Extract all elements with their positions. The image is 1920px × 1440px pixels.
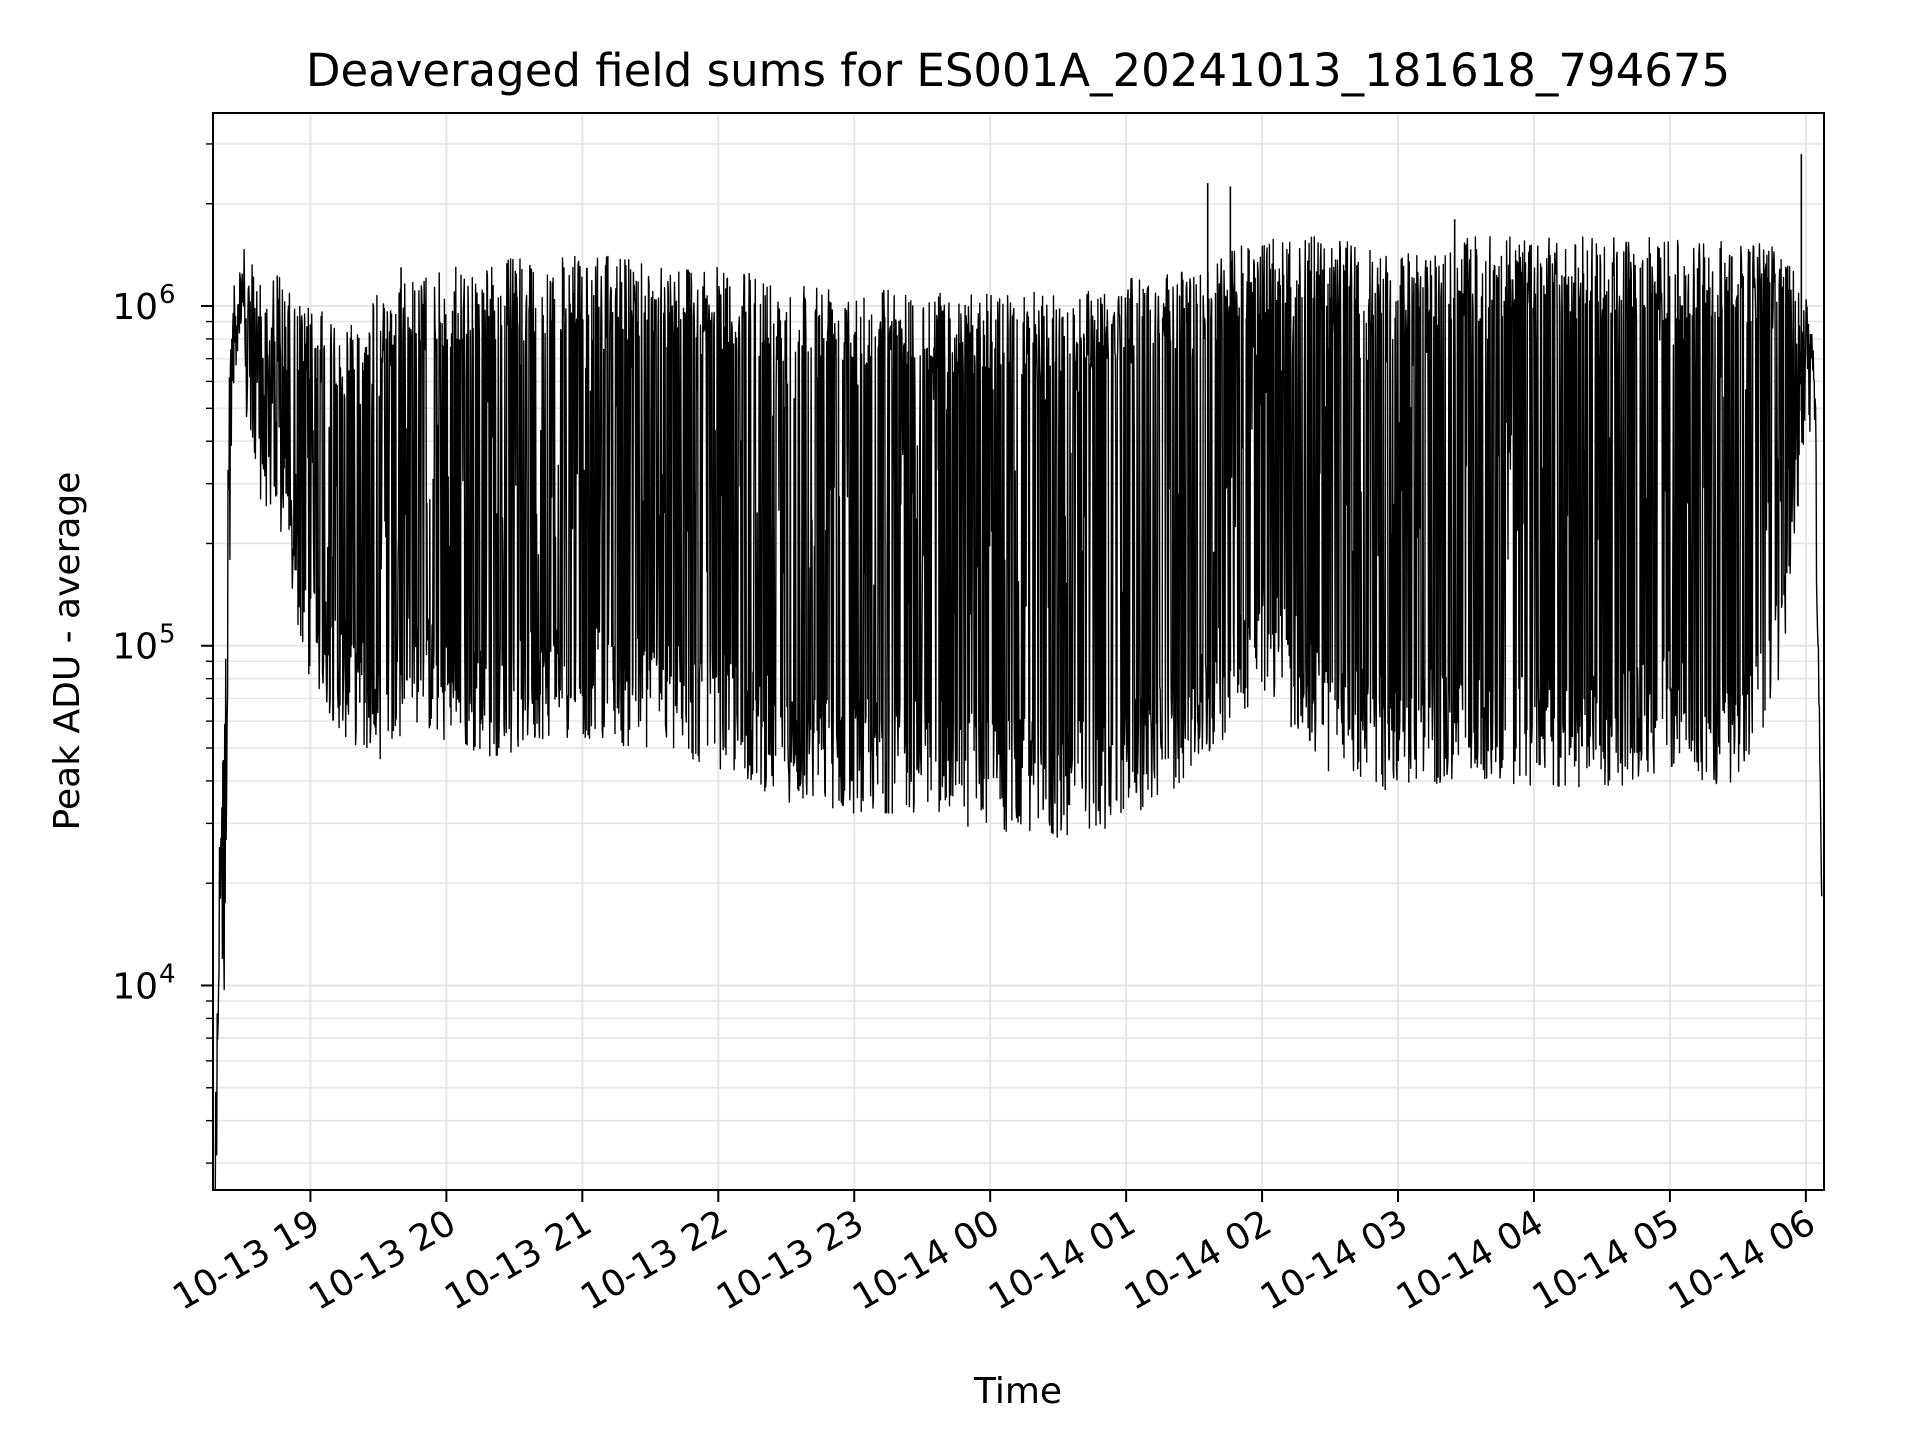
x-tick-label: 10-13 22 [574, 1202, 735, 1318]
x-tick-label: 10-14 04 [1390, 1202, 1551, 1318]
x-tick-label: 10-14 02 [1118, 1202, 1279, 1318]
y-tick-exponent: 6 [159, 280, 176, 310]
y-tick-label: 10 [112, 627, 158, 668]
y-tick-label: 10 [112, 966, 158, 1007]
data-series [214, 154, 1823, 1191]
y-tick-label: 10 [112, 287, 158, 328]
x-tick-label: 10-13 19 [166, 1202, 327, 1318]
axes-frame [212, 112, 1825, 1191]
x-tick-label: 10-14 00 [846, 1202, 1007, 1318]
x-tick-label: 10-13 21 [438, 1202, 599, 1318]
y-tick-exponent: 4 [159, 959, 176, 989]
x-tick-label: 10-14 06 [1662, 1202, 1823, 1318]
y-axis-label: Peak ADU - average [47, 472, 88, 831]
x-tick-label: 10-14 03 [1254, 1202, 1415, 1318]
x-axis-label: Time [973, 1371, 1062, 1412]
series-line [214, 236, 1823, 1191]
x-tick-label: 10-14 05 [1526, 1202, 1687, 1318]
y-tick-exponent: 5 [159, 620, 176, 650]
x-tick-label: 10-14 01 [982, 1202, 1143, 1318]
x-tick-label: 10-13 23 [710, 1202, 871, 1318]
x-tick-label: 10-13 20 [302, 1202, 463, 1318]
chart-title: Deaveraged field sums for ES001A_2024101… [306, 44, 1730, 97]
